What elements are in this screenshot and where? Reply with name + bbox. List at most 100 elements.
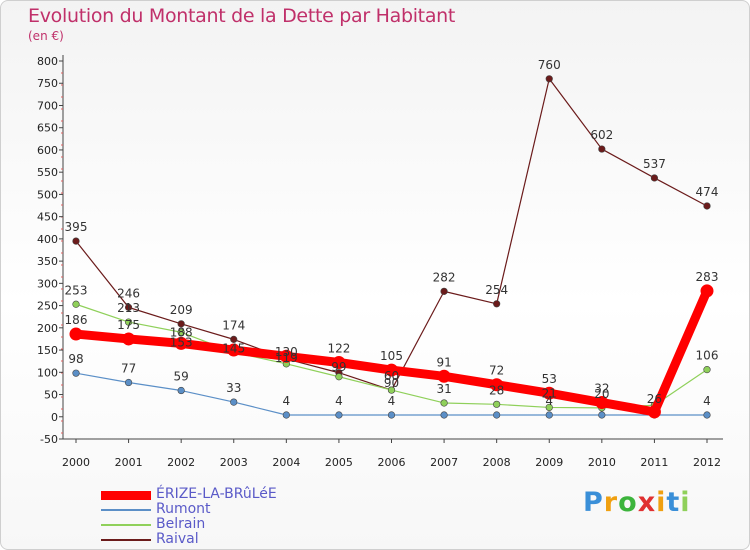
y-tick-label: 100 (37, 366, 58, 379)
unit-label: (en €) (28, 29, 64, 43)
y-tick-label: 500 (37, 188, 58, 201)
data-label-3-2: 209 (170, 303, 193, 317)
overlap-label-1: 153 (170, 336, 193, 350)
data-point-0-7 (437, 369, 451, 383)
data-point-0-6 (385, 363, 398, 377)
data-label-1-3: 33 (226, 381, 241, 395)
data-point-0-5 (332, 356, 346, 370)
logo-letter: i (680, 487, 691, 518)
data-point-3-10 (598, 145, 606, 153)
y-tick-label: 150 (37, 344, 58, 357)
data-label-2-10: 20 (594, 387, 609, 401)
data-label-0-7: 91 (436, 355, 451, 369)
data-label-3-9: 760 (538, 58, 561, 72)
data-label-0-6: 105 (380, 349, 403, 363)
data-point-3-12 (703, 202, 711, 210)
overlap-label-0: 188 (170, 325, 193, 339)
data-label-3-8: 254 (485, 283, 508, 297)
data-label-3-0: 395 (65, 220, 88, 234)
legend-swatch (101, 539, 151, 541)
data-label-3-6: 60 (384, 369, 399, 383)
overlap-label-5: 99 (331, 360, 346, 374)
x-tick-label: 2012 (693, 456, 721, 469)
x-tick-label: 2000 (62, 456, 90, 469)
data-label-0-5: 122 (327, 342, 350, 356)
x-tick-label: 2005 (325, 456, 353, 469)
y-tick-label: 650 (37, 122, 58, 135)
y-tick-label: 700 (37, 99, 58, 112)
data-point-3-9 (545, 75, 553, 83)
logo-letter: x (637, 487, 657, 518)
data-point-0-12 (700, 284, 714, 298)
data-label-1-4: 4 (283, 394, 291, 408)
data-point-2-12 (703, 366, 711, 374)
data-point-0-10 (595, 396, 609, 410)
data-point-2-2 (177, 328, 185, 336)
data-label-1-5: 4 (335, 394, 343, 408)
data-label-2-8: 28 (489, 383, 504, 397)
data-label-1-0: 98 (68, 352, 83, 366)
y-tick-label: 750 (37, 77, 58, 90)
data-label-0-9: 53 (542, 372, 557, 386)
x-tick-label: 2011 (640, 456, 668, 469)
data-label-0-10: 32 (594, 382, 609, 396)
proxiti-logo: Proxiti (583, 487, 691, 518)
logo-letter: P (583, 487, 604, 518)
data-point-1-6 (387, 411, 396, 419)
x-tick-label: 2006 (378, 456, 406, 469)
x-tick-label: 2003 (220, 456, 248, 469)
y-tick-label: 550 (37, 166, 58, 179)
data-point-1-2 (177, 386, 185, 395)
data-point-2-0 (72, 300, 80, 308)
logo-letter: o (618, 487, 638, 518)
y-tick-label: 350 (37, 255, 58, 268)
legend-label: Belrain (156, 516, 206, 532)
data-label-2-12: 106 (696, 349, 719, 363)
overlap-label-6: 90 (384, 376, 399, 390)
logo-letter: t (666, 487, 681, 518)
x-tick-label: 2007 (430, 456, 458, 469)
data-point-3-2 (177, 320, 185, 328)
data-point-0-3 (227, 343, 241, 357)
data-label-0-1: 175 (117, 318, 140, 332)
data-point-1-9 (545, 411, 553, 419)
y-tick-label: 200 (37, 322, 58, 335)
x-tick-label: 2004 (272, 456, 300, 469)
overlap-label-3: 130 (275, 345, 298, 359)
data-point-3-1 (124, 303, 133, 311)
data-label-1-1: 77 (121, 362, 136, 376)
data-label-0-12: 283 (696, 270, 719, 284)
x-tick-label: 2008 (483, 456, 511, 469)
data-point-1-10 (598, 411, 606, 419)
overlap-label-4: 119 (275, 351, 298, 365)
data-point-3-11 (650, 174, 659, 182)
data-label-1-9: 4 (545, 394, 553, 408)
data-label-3-10: 602 (590, 128, 613, 142)
data-point-3-0 (72, 237, 80, 245)
chart-title: Evolution du Montant de la Dette par Hab… (28, 5, 456, 27)
y-tick-label: 300 (37, 277, 58, 290)
y-tick-label: 0 (51, 411, 58, 424)
y-tick-label: 800 (37, 55, 58, 68)
data-point-0-4 (279, 349, 293, 363)
data-label-3-3: 174 (222, 318, 245, 332)
x-tick-label: 2009 (535, 456, 563, 469)
y-tick-label: 450 (37, 211, 58, 224)
data-point-2-7 (440, 399, 448, 407)
data-point-1-8 (493, 411, 501, 419)
data-point-0-1 (122, 332, 136, 346)
y-tick-label: 50 (44, 389, 58, 402)
x-tick-label: 2002 (167, 456, 195, 469)
y-tick-label: -50 (40, 433, 58, 446)
data-point-2-8 (493, 400, 501, 408)
logo-letter: i (656, 487, 667, 518)
data-label-3-7: 282 (433, 270, 456, 284)
data-label-1-6: 4 (388, 394, 396, 408)
data-label-0-0: 186 (65, 313, 88, 327)
data-point-3-8 (493, 300, 501, 308)
data-point-0-9 (542, 386, 556, 400)
data-point-0-11 (647, 405, 661, 419)
y-tick-label: 400 (37, 233, 58, 246)
data-point-2-5 (335, 373, 343, 381)
